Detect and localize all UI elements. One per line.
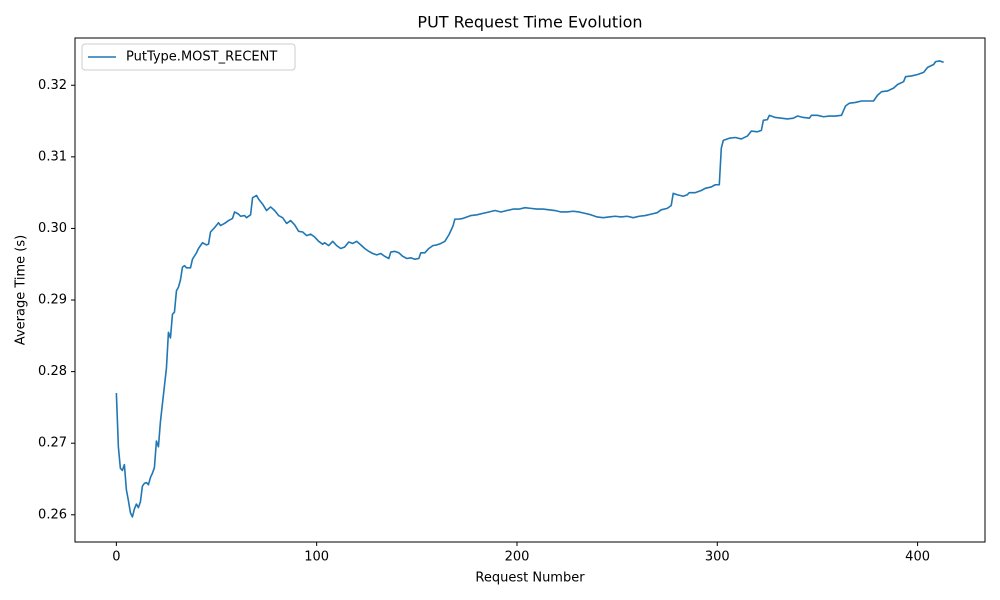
y-axis-label: Average Time (s): [14, 235, 29, 345]
y-tick-label: 0.30: [38, 221, 67, 236]
legend-label: PutType.MOST_RECENT: [126, 50, 277, 65]
x-tick-label: 300: [705, 550, 730, 565]
y-tick-label: 0.29: [38, 293, 67, 308]
data-line: [115, 60, 944, 518]
y-tick-label: 0.32: [38, 78, 67, 93]
chart-title: PUT Request Time Evolution: [417, 13, 642, 32]
y-tick-label: 0.27: [38, 436, 67, 451]
x-tick-label: 200: [505, 550, 530, 565]
x-tick-label: 100: [304, 550, 329, 565]
x-tick-label: 0: [112, 550, 120, 565]
axes-frame: [74, 37, 986, 543]
y-tick-label: 0.26: [38, 507, 67, 522]
x-axis-label: Request Number: [475, 571, 585, 586]
legend-box: [81, 43, 296, 71]
x-tick-label: 400: [905, 550, 930, 565]
y-tick-label: 0.31: [38, 149, 67, 164]
y-tick-label: 0.28: [38, 364, 67, 379]
